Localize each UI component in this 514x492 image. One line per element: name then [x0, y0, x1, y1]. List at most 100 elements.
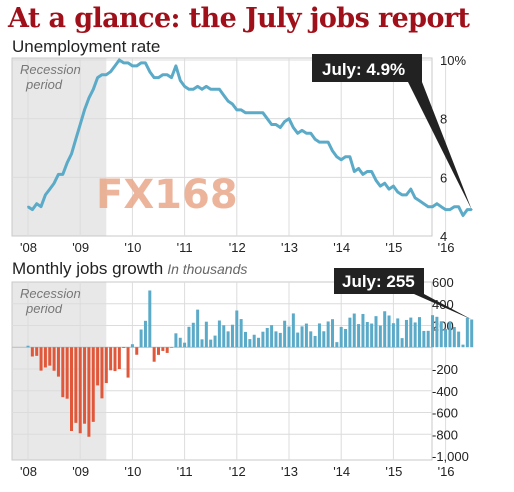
jobs-x-tick-label: '09	[72, 464, 89, 479]
unemployment-point	[392, 185, 395, 188]
unemployment-point	[244, 111, 247, 114]
unemployment-point	[266, 117, 269, 120]
unemployment-point	[288, 117, 290, 120]
unemployment-point	[214, 88, 216, 91]
jobs-y-tick-label: -800	[432, 427, 458, 442]
unemployment-point	[96, 76, 99, 79]
jobs-bar	[278, 332, 282, 348]
unemployment-callout-box	[312, 54, 422, 82]
unemployment-point	[296, 132, 299, 135]
unemployment-point	[462, 214, 464, 217]
jobs-bar	[91, 347, 95, 422]
jobs-bar	[104, 347, 108, 384]
unemployment-title-text: Unemployment rate	[12, 37, 161, 56]
jobs-bar	[26, 345, 30, 348]
unemployment-point	[88, 97, 90, 100]
unemployment-y-tick-label: 6	[440, 170, 447, 185]
jobs-bar	[183, 342, 187, 348]
jobs-bar	[265, 328, 269, 348]
unemployment-point	[122, 62, 125, 64]
unemployment-point	[66, 161, 69, 164]
jobs-bar	[387, 315, 391, 348]
unemployment-point	[196, 85, 199, 88]
jobs-bar	[109, 347, 113, 371]
jobs-bar	[439, 321, 443, 348]
jobs-bar	[435, 316, 439, 348]
jobs-bar	[96, 347, 100, 386]
jobs-bar	[300, 326, 304, 348]
jobs-bar	[204, 321, 208, 348]
unemployment-point	[109, 70, 112, 73]
jobs-bar	[391, 323, 395, 348]
jobs-bar	[35, 347, 39, 356]
jobs-bar	[244, 331, 247, 348]
jobs-bar	[39, 347, 43, 371]
unemployment-point	[240, 108, 243, 111]
jobs-bar	[226, 331, 230, 348]
jobs-bar	[117, 347, 121, 369]
unemployment-point	[436, 202, 438, 205]
jobs-bar	[261, 331, 265, 348]
jobs-x-tick-label: '11	[177, 464, 193, 479]
jobs-recession-label: Recession	[20, 286, 81, 301]
jobs-bar	[213, 335, 217, 348]
jobs-bar	[87, 347, 91, 437]
unemployment-point	[188, 88, 190, 91]
page-title: At a glance: the July jobs report	[8, 3, 470, 34]
jobs-bar	[396, 318, 400, 348]
unemployment-point	[379, 185, 382, 188]
jobs-bar	[270, 325, 274, 348]
unemployment-point	[422, 202, 425, 205]
unemployment-callout: July: 4.9%	[312, 54, 472, 210]
jobs-bar	[78, 347, 82, 434]
jobs-bar	[348, 317, 352, 348]
unemployment-point	[318, 141, 321, 144]
unemployment-point	[253, 111, 256, 114]
jobs-bar	[52, 347, 56, 371]
jobs-bar	[230, 324, 234, 348]
unemployment-point	[131, 64, 134, 67]
unemployment-point	[192, 88, 195, 91]
jobs-bar	[283, 320, 287, 348]
jobs-bar	[309, 331, 313, 348]
jobs-bar	[274, 331, 278, 348]
unemployment-point	[27, 205, 29, 208]
unemployment-point	[344, 155, 347, 158]
unemployment-point	[183, 85, 186, 88]
jobs-bar	[83, 347, 87, 424]
jobs-x-tick-label: '15	[385, 464, 402, 479]
jobs-bar	[170, 347, 174, 348]
unemployment-point	[48, 188, 51, 190]
jobs-y-tick-label: -200	[432, 362, 458, 377]
unemployment-point	[262, 111, 264, 114]
unemployment-point	[340, 158, 343, 161]
unemployment-point	[101, 73, 103, 76]
unemployment-x-tick-label: '08	[20, 240, 37, 255]
jobs-bar	[257, 337, 261, 348]
unemployment-plot-frame	[11, 57, 433, 237]
unemployment-point	[118, 59, 121, 61]
jobs-bar	[287, 326, 291, 348]
unemployment-point	[309, 132, 312, 135]
unemployment-chart-title: Unemployment rate	[12, 37, 160, 57]
jobs-bar	[296, 332, 300, 348]
jobs-bar	[344, 328, 348, 348]
unemployment-point	[157, 76, 160, 79]
jobs-bar	[409, 317, 413, 348]
jobs-bar	[335, 342, 339, 348]
jobs-bar	[148, 290, 152, 348]
unemployment-point	[409, 188, 412, 190]
unemployment-point	[140, 62, 143, 64]
jobs-bar	[43, 347, 47, 368]
unemployment-point	[427, 205, 430, 208]
jobs-bar	[365, 322, 369, 348]
unemployment-point	[362, 173, 364, 176]
jobs-x-tick-label: '12	[229, 464, 246, 479]
jobs-bar	[196, 309, 200, 348]
jobs-bar	[61, 347, 65, 398]
unemployment-point	[431, 205, 434, 208]
jobs-bar	[130, 344, 134, 348]
unemployment-point	[366, 170, 369, 173]
unemployment-x-tick-label: '10	[124, 240, 141, 255]
jobs-x-tick-label: '16	[438, 464, 455, 479]
